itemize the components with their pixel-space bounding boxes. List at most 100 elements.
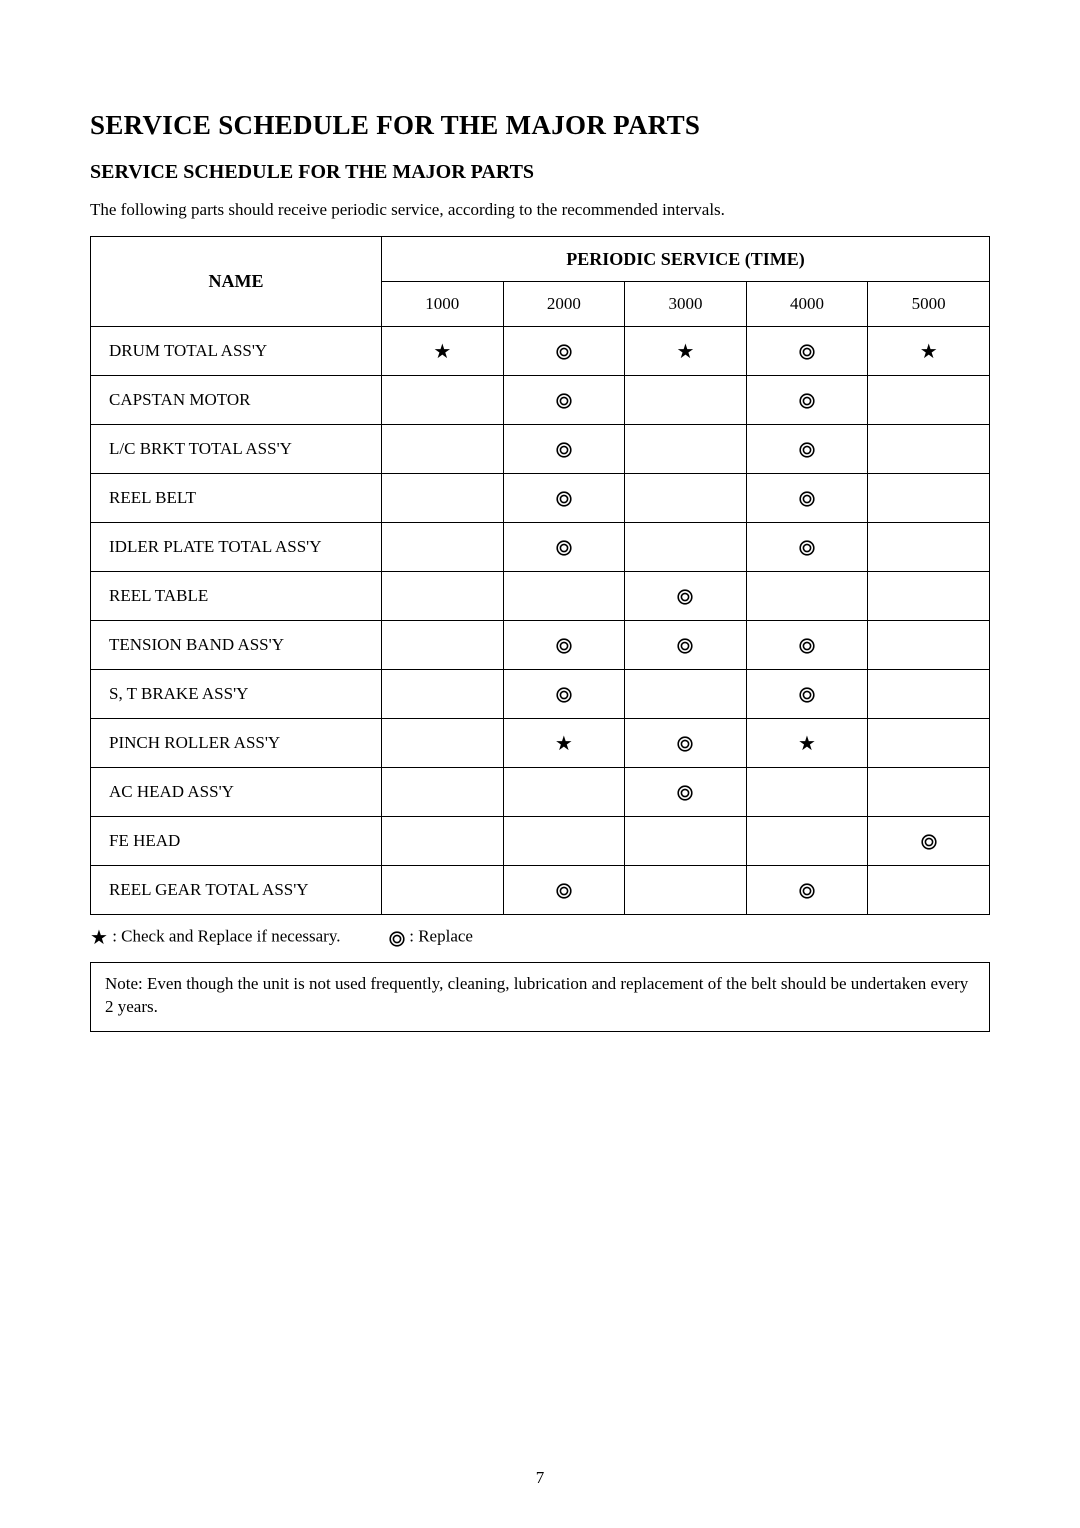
page-number: 7 <box>0 1468 1080 1488</box>
note-text: Note: Even though the unit is not used f… <box>105 974 968 1016</box>
replace-icon <box>556 634 572 656</box>
table-row: L/C BRKT TOTAL ASS'Y <box>91 425 990 474</box>
schedule-cell <box>746 572 868 621</box>
replace-icon <box>799 487 815 509</box>
schedule-cell <box>625 866 747 915</box>
header-periodic-service: PERIODIC SERVICE (TIME) <box>382 237 990 282</box>
table-row: REEL BELT <box>91 474 990 523</box>
schedule-cell <box>382 719 504 768</box>
schedule-cell <box>625 376 747 425</box>
replace-icon <box>556 536 572 558</box>
replace-icon <box>799 683 815 705</box>
replace-icon <box>556 340 572 362</box>
legend-replace-text: : Replace <box>409 926 473 945</box>
star-icon: ★ <box>90 925 108 950</box>
row-name-cell: TENSION BAND ASS'Y <box>91 621 382 670</box>
schedule-cell <box>503 376 625 425</box>
schedule-cell <box>625 572 747 621</box>
row-name-cell: FE HEAD <box>91 817 382 866</box>
schedule-cell <box>746 327 868 376</box>
schedule-cell <box>746 425 868 474</box>
schedule-cell: ★ <box>625 327 747 376</box>
intro-text: The following parts should receive perio… <box>90 200 990 220</box>
schedule-cell <box>625 474 747 523</box>
schedule-cell <box>503 474 625 523</box>
note-box: Note: Even though the unit is not used f… <box>90 962 990 1032</box>
replace-icon <box>389 928 405 948</box>
schedule-cell <box>868 425 990 474</box>
schedule-cell <box>382 866 504 915</box>
document-page: SERVICE SCHEDULE FOR THE MAJOR PARTS SER… <box>0 0 1080 1528</box>
schedule-cell <box>868 621 990 670</box>
schedule-cell <box>868 572 990 621</box>
schedule-cell <box>503 425 625 474</box>
schedule-cell <box>503 523 625 572</box>
row-name-cell: REEL BELT <box>91 474 382 523</box>
schedule-cell <box>382 376 504 425</box>
schedule-cell <box>868 719 990 768</box>
header-interval: 2000 <box>503 282 625 327</box>
legend: ★ : Check and Replace if necessary. : Re… <box>90 925 990 950</box>
schedule-cell <box>503 817 625 866</box>
star-icon: ★ <box>798 733 816 755</box>
replace-icon <box>799 536 815 558</box>
star-icon: ★ <box>676 341 694 363</box>
table-row: REEL TABLE <box>91 572 990 621</box>
schedule-cell <box>503 327 625 376</box>
schedule-cell <box>868 523 990 572</box>
schedule-cell <box>868 768 990 817</box>
schedule-cell <box>625 719 747 768</box>
header-interval: 5000 <box>868 282 990 327</box>
row-name-cell: REEL GEAR TOTAL ASS'Y <box>91 866 382 915</box>
schedule-cell <box>382 817 504 866</box>
schedule-cell <box>746 768 868 817</box>
schedule-cell <box>868 817 990 866</box>
row-name-cell: IDLER PLATE TOTAL ASS'Y <box>91 523 382 572</box>
replace-icon <box>799 438 815 460</box>
table-row: S, T BRAKE ASS'Y <box>91 670 990 719</box>
row-name-cell: DRUM TOTAL ASS'Y <box>91 327 382 376</box>
replace-icon <box>799 389 815 411</box>
legend-star-text: : Check and Replace if necessary. <box>112 926 340 945</box>
schedule-cell <box>868 670 990 719</box>
schedule-cell <box>868 866 990 915</box>
schedule-cell <box>746 474 868 523</box>
table-row: TENSION BAND ASS'Y <box>91 621 990 670</box>
replace-icon <box>556 389 572 411</box>
row-name-cell: PINCH ROLLER ASS'Y <box>91 719 382 768</box>
header-interval: 1000 <box>382 282 504 327</box>
schedule-cell <box>503 768 625 817</box>
header-name: NAME <box>91 237 382 327</box>
row-name-cell: AC HEAD ASS'Y <box>91 768 382 817</box>
star-icon: ★ <box>920 341 938 363</box>
table-head: NAME PERIODIC SERVICE (TIME) 1000 2000 3… <box>91 237 990 327</box>
schedule-cell <box>625 670 747 719</box>
schedule-cell <box>382 768 504 817</box>
schedule-cell <box>503 866 625 915</box>
table-row: AC HEAD ASS'Y <box>91 768 990 817</box>
schedule-cell: ★ <box>746 719 868 768</box>
table-row: PINCH ROLLER ASS'Y ★ ★ <box>91 719 990 768</box>
header-interval: 3000 <box>625 282 747 327</box>
schedule-cell <box>625 621 747 670</box>
replace-icon <box>556 438 572 460</box>
schedule-cell <box>382 474 504 523</box>
schedule-cell <box>503 670 625 719</box>
schedule-cell <box>503 621 625 670</box>
replace-icon <box>677 585 693 607</box>
table-body: DRUM TOTAL ASS'Y ★ ★ ★ CAPSTAN MOTORL/C BRKT… <box>91 327 990 915</box>
star-icon: ★ <box>555 733 573 755</box>
schedule-cell <box>746 523 868 572</box>
main-title: SERVICE SCHEDULE FOR THE MAJOR PARTS <box>90 110 990 141</box>
table-row: CAPSTAN MOTOR <box>91 376 990 425</box>
sub-title: SERVICE SCHEDULE FOR THE MAJOR PARTS <box>90 161 990 184</box>
star-icon: ★ <box>433 341 451 363</box>
row-name-cell: L/C BRKT TOTAL ASS'Y <box>91 425 382 474</box>
schedule-cell <box>382 572 504 621</box>
replace-icon <box>677 732 693 754</box>
table-row: REEL GEAR TOTAL ASS'Y <box>91 866 990 915</box>
replace-icon <box>677 781 693 803</box>
schedule-cell <box>868 474 990 523</box>
table-row: FE HEAD <box>91 817 990 866</box>
replace-icon <box>799 340 815 362</box>
